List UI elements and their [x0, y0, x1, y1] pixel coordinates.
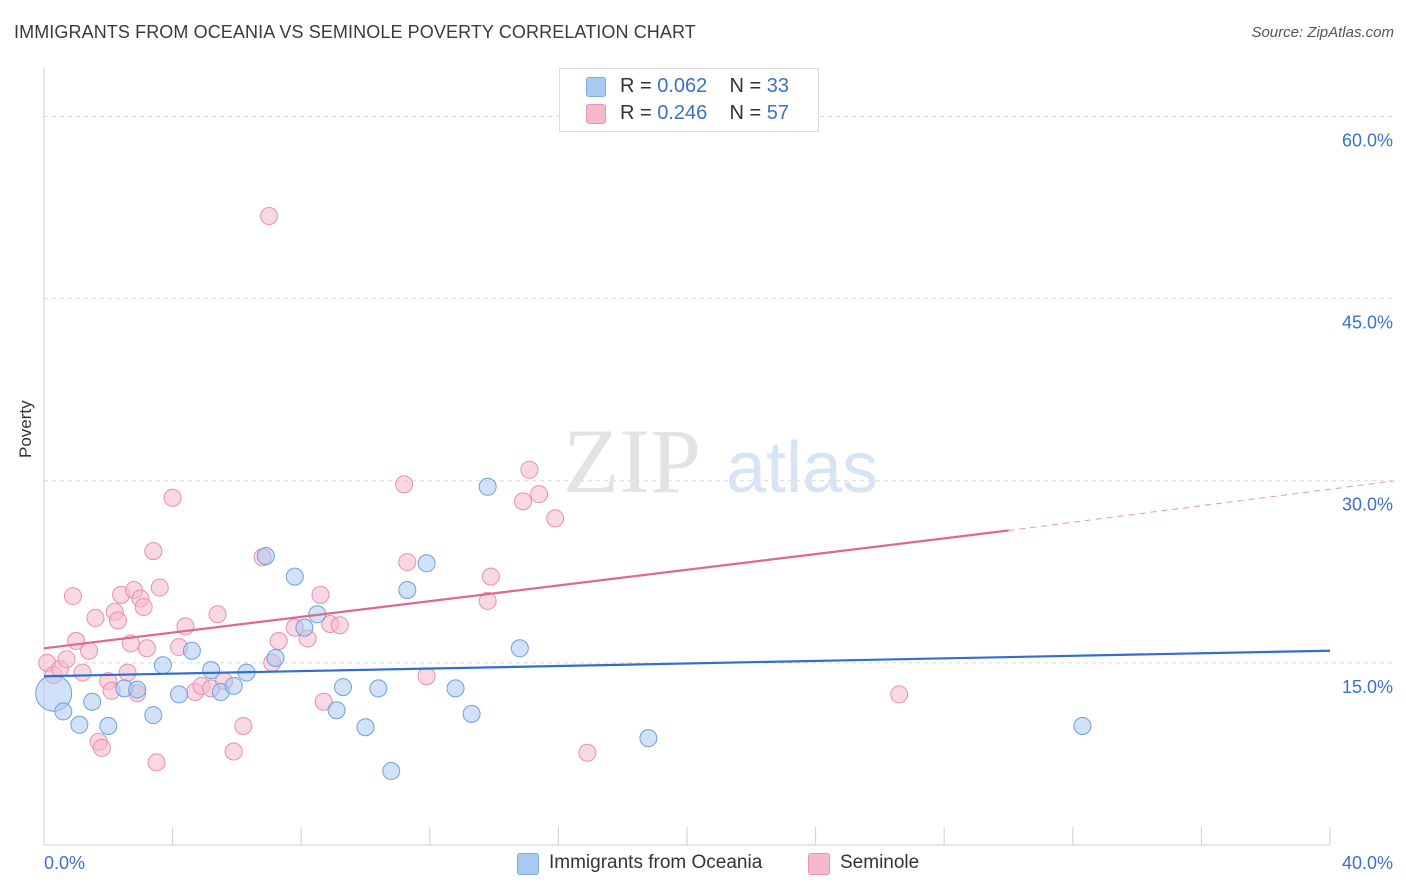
source-label: Source: ZipAtlas.com — [1251, 24, 1394, 41]
seminole-trend-line — [43, 529, 1009, 650]
oceania-point — [382, 761, 401, 780]
seminole-point — [330, 616, 349, 635]
legend-r-label: R = — [620, 75, 658, 97]
seminole-point — [514, 492, 533, 511]
oceania-point — [54, 702, 73, 721]
legend-n-value: 33 — [766, 75, 790, 97]
seminole-point — [481, 567, 500, 586]
oceania-point — [224, 676, 243, 695]
oceania-point — [285, 567, 304, 586]
oceania-trend-line — [43, 649, 1331, 678]
oceania-point — [182, 641, 201, 660]
seminole-point — [314, 692, 333, 711]
oceania-point — [1073, 717, 1092, 735]
seminole-point — [208, 605, 227, 624]
y-tick-label: 30.0% — [1342, 495, 1393, 515]
oceania-point — [446, 679, 465, 698]
seminole-point — [417, 667, 436, 686]
bottom-legend-swatch-oceania — [517, 853, 539, 875]
seminole-point — [395, 475, 414, 494]
oceania-point — [202, 661, 221, 680]
oceania-point — [510, 639, 529, 658]
oceania-point — [369, 679, 388, 698]
seminole-point — [137, 639, 156, 658]
correlation-legend: R = 0.062 N = 33 R = 0.246 N = 57 — [559, 68, 819, 132]
seminole-point — [163, 488, 182, 507]
seminole-point — [118, 663, 137, 682]
seminole-point — [73, 663, 92, 682]
oceania-point — [333, 678, 352, 697]
seminole-point — [234, 717, 253, 735]
oceania-points — [35, 477, 1092, 780]
watermark-zip: ZIP — [563, 410, 701, 512]
oceania-point — [170, 685, 189, 704]
seminole-point — [546, 509, 565, 528]
seminole-point — [134, 598, 153, 616]
y-tick-label: 15.0% — [1342, 677, 1393, 697]
tick-labels: 15.0% 30.0% 45.0% 60.0% 0.0% 40.0% — [44, 130, 1393, 873]
seminole-points — [38, 207, 909, 772]
oceania-point — [153, 656, 172, 675]
oceania-point — [356, 718, 375, 737]
x-tick-label: 0.0% — [44, 853, 85, 873]
oceania-point — [144, 706, 163, 725]
oceania-point — [327, 701, 346, 720]
seminole-point — [86, 608, 105, 627]
seminole-point — [63, 587, 82, 606]
legend-r-value: 0.246 — [657, 102, 708, 124]
oceania-point — [417, 554, 436, 573]
legend-n-value: 57 — [766, 102, 790, 124]
oceania-point — [256, 547, 275, 565]
seminole-point — [260, 207, 279, 225]
seminole-point — [144, 542, 163, 561]
oceania-point — [639, 729, 658, 748]
seminole-point — [150, 578, 169, 597]
oceania-point — [398, 581, 417, 599]
seminole-point — [57, 650, 76, 669]
axes — [43, 68, 1331, 846]
y-axis-label: Poverty — [16, 400, 35, 458]
watermark-atlas: atlas — [726, 428, 878, 508]
seminole-point — [269, 632, 288, 650]
grid-lines — [44, 115, 1394, 664]
oceania-point — [70, 715, 89, 734]
watermark: ZIP atlas — [563, 410, 878, 512]
x-tick-label: 40.0% — [1342, 853, 1393, 873]
seminole-point — [108, 611, 127, 630]
y-tick-label: 45.0% — [1342, 313, 1393, 333]
legend-swatch-seminole — [586, 104, 606, 124]
bottom-legend-label-seminole: Seminole — [840, 852, 920, 873]
bottom-legend-swatch-seminole — [808, 853, 830, 875]
seminole-point — [311, 585, 330, 604]
legend-n-label: N = — [729, 75, 767, 97]
seminole-point — [92, 738, 111, 757]
oceania-point — [128, 680, 147, 699]
oceania-point — [295, 618, 314, 637]
seminole-trend-extension — [1008, 480, 1395, 531]
oceania-point — [462, 704, 481, 723]
seminole-point — [530, 485, 549, 504]
oceania-point — [266, 649, 285, 667]
seminole-point — [224, 742, 243, 761]
y-tick-label: 60.0% — [1342, 130, 1393, 150]
legend-r-label: R = — [620, 102, 658, 124]
legend-n-label: N = — [729, 102, 767, 124]
trend-lines — [43, 480, 1395, 678]
seminole-point — [520, 460, 539, 479]
seminole-point — [478, 591, 497, 610]
seminole-point — [578, 743, 597, 762]
seminole-point — [80, 641, 99, 660]
chart-title: IMMIGRANTS FROM OCEANIA VS SEMINOLE POVE… — [14, 22, 696, 42]
oceania-point — [99, 717, 118, 735]
bottom-legend-label-oceania: Immigrants from Oceania — [549, 852, 763, 873]
legend-swatch-oceania — [586, 77, 606, 97]
seminole-point — [147, 753, 166, 772]
seminole-point — [398, 553, 417, 572]
legend-r-value: 0.062 — [657, 75, 708, 97]
seminole-point — [890, 685, 909, 704]
oceania-point — [478, 477, 497, 496]
oceania-point — [83, 692, 102, 711]
